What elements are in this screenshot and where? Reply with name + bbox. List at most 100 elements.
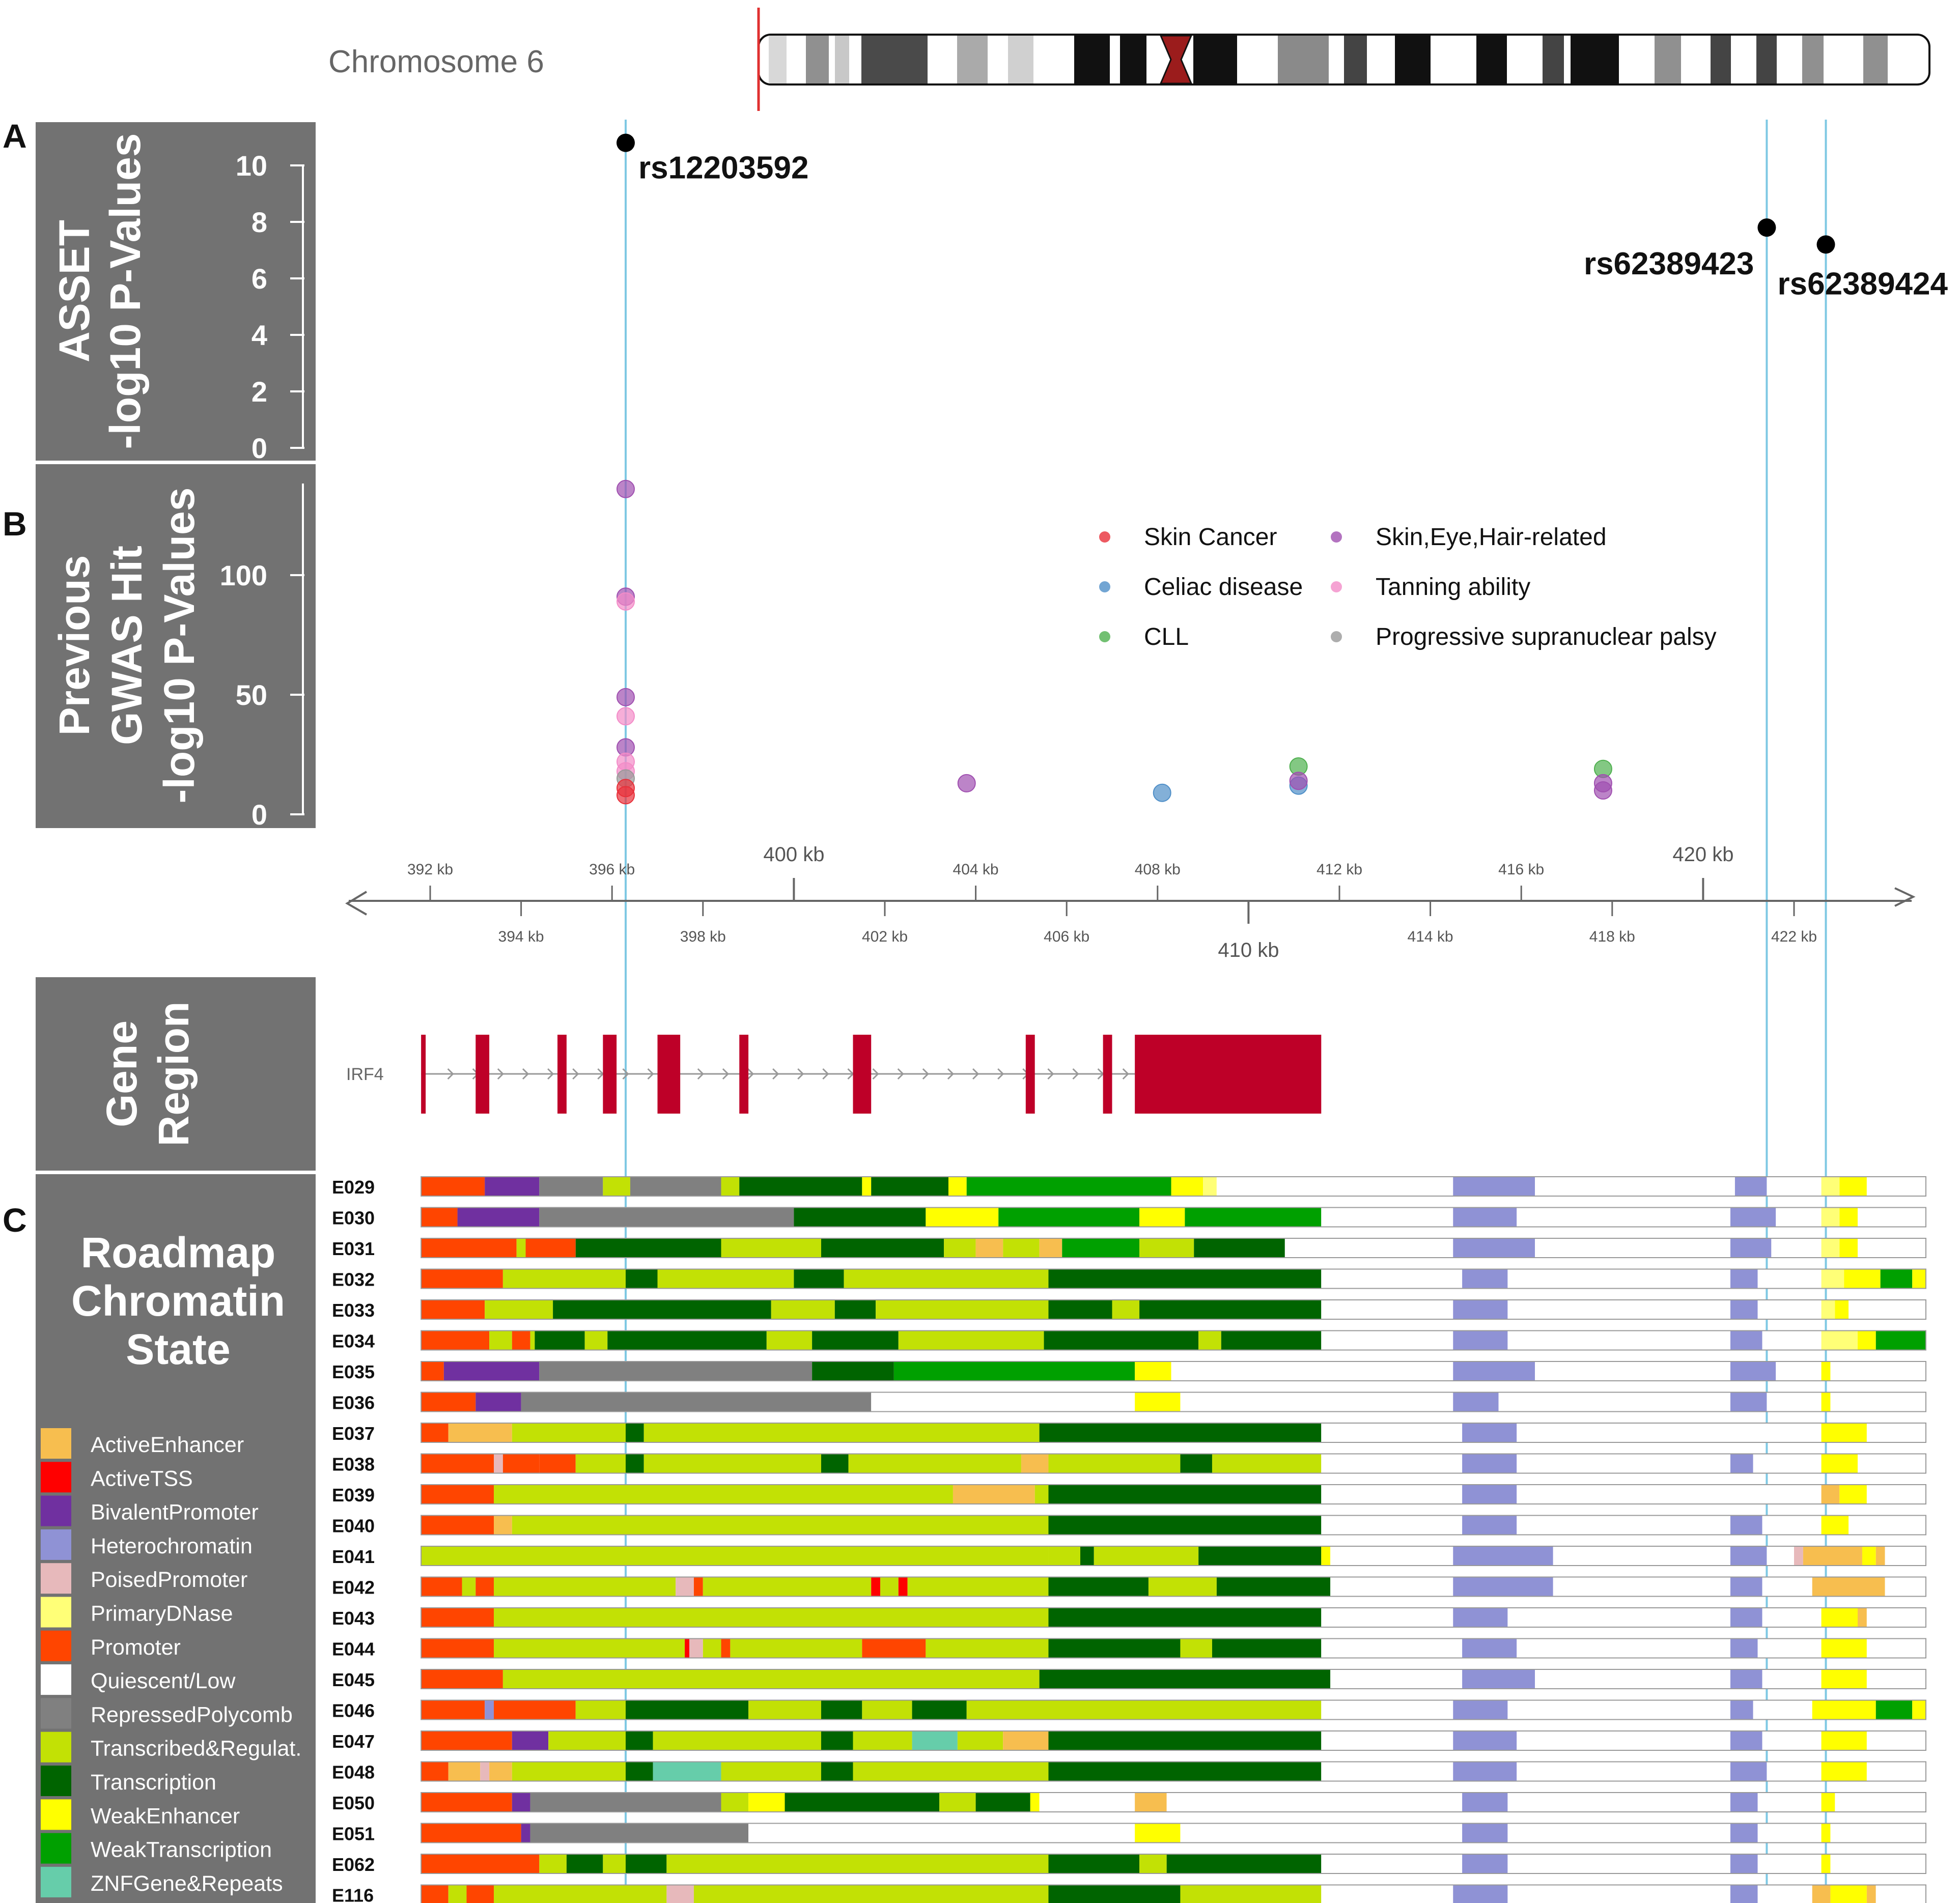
chromatin-segment [421, 1454, 494, 1473]
chromatin-segment [421, 1361, 444, 1381]
chromatin-segment [912, 1700, 967, 1720]
asset-point [1816, 235, 1835, 254]
chromatin-segment [1517, 1485, 1822, 1504]
exon [853, 1035, 872, 1114]
row-label: E030 [332, 1208, 375, 1229]
chromatin-segment [1875, 1330, 1926, 1350]
chromatin-segment [703, 1577, 872, 1597]
chromatin-segment [625, 1269, 658, 1289]
chromatin-segment [539, 1854, 567, 1873]
asset-point [616, 133, 635, 152]
axis-tick-label: 418 kb [1589, 928, 1635, 945]
chromatin-segment [1757, 1300, 1822, 1319]
row-label: E042 [332, 1577, 375, 1598]
chromatin-segment [512, 1423, 626, 1442]
row-outline [421, 1699, 1926, 1720]
chromatin-segment [1912, 1269, 1926, 1289]
chromatin-segment [1462, 1823, 1508, 1843]
panel-b-legend: Skin Cancer Skin,Eye,Hair-related Celiac d… [1099, 524, 1717, 650]
chromatin-segment [794, 1269, 844, 1289]
row-label: E034 [332, 1331, 375, 1352]
chromatin-segment [1048, 1731, 1322, 1750]
chromatin-segment [1507, 1608, 1730, 1627]
chromatin-segment [898, 1577, 908, 1597]
axis-tick-label: 414 kb [1408, 928, 1453, 945]
exon [557, 1035, 567, 1114]
chromatin-segment [666, 1885, 694, 1903]
chromatin-segment [1135, 1793, 1167, 1812]
chromatin-segment [502, 1454, 540, 1473]
ideogram-centromere [1159, 35, 1193, 84]
chromatin-segment [975, 1793, 1030, 1812]
ideogram-band [1074, 36, 1110, 83]
legend-label: Tanning ability [1376, 574, 1530, 601]
chromatin-title-2: Chromatin [71, 1277, 285, 1325]
chromatin-segment [1453, 1885, 1508, 1903]
chromatin-segment [1003, 1238, 1040, 1258]
chromatin-segment [844, 1269, 1049, 1289]
chromatin-segment [1866, 1885, 1876, 1903]
panel-b-label-bg [36, 464, 316, 828]
chromatin-segment [1216, 1177, 1453, 1196]
gwas-point [616, 592, 635, 611]
chromatin-segment [421, 1207, 458, 1227]
chromatin-segment [1821, 1423, 1867, 1442]
strand-arrow [872, 1068, 879, 1080]
chromatin-segment [421, 1608, 494, 1627]
snp-label: rs62389423 [1584, 246, 1754, 281]
strand-arrow [497, 1068, 505, 1080]
gwas-point [616, 786, 635, 805]
state-label: ActiveEnhancer [91, 1433, 244, 1457]
chromatin-segment [1830, 1885, 1867, 1903]
strand-arrow [997, 1068, 1004, 1080]
chromatin-segment [812, 1361, 894, 1381]
a-axis-tick-label: 10 [236, 150, 267, 182]
chromatin-segment [421, 1823, 521, 1843]
chromatin-segment [880, 1577, 899, 1597]
chromatin-segment [1507, 1700, 1730, 1720]
gene-name: IRF4 [346, 1065, 384, 1084]
chromatin-segment [1139, 1300, 1322, 1319]
chromatin-segment [1776, 1207, 1822, 1227]
chromatin-segment [539, 1207, 794, 1227]
chromatin-segment [821, 1731, 853, 1750]
chromatin-segment [1767, 1546, 1794, 1566]
row-outline [421, 1792, 1926, 1812]
chromatin-segment [1734, 1177, 1767, 1196]
chromatin-segment [1821, 1638, 1867, 1658]
state-label: BivalentPromoter [91, 1500, 259, 1525]
row-outline [421, 1453, 1926, 1474]
chromatin-segment [876, 1300, 1049, 1319]
chromatin-segment [1453, 1361, 1535, 1381]
state-label: PoisedPromoter [91, 1568, 247, 1592]
chromatin-segment [475, 1392, 521, 1412]
ideogram-band [1711, 36, 1731, 83]
strand-arrow [897, 1068, 904, 1080]
chromatin-segment [893, 1361, 1135, 1381]
chromatin-segment [1821, 1361, 1831, 1381]
chromosome-label: Chromosome 6 [328, 44, 544, 79]
chromatin-segment [1462, 1669, 1535, 1689]
chromatin-segment [1453, 1177, 1535, 1196]
chromatin-segment [1730, 1300, 1758, 1319]
chromatin-segment [539, 1454, 576, 1473]
strand-arrow [447, 1068, 454, 1080]
b-axis-tick-label: 0 [251, 799, 267, 831]
chromatin-segment [1821, 1392, 1831, 1412]
gwas-point [616, 479, 635, 498]
row-outline [421, 1854, 1926, 1874]
chromatin-segment [1730, 1330, 1762, 1350]
chromatin-segment [1517, 1423, 1822, 1442]
legend-marker [1331, 531, 1342, 543]
chromatin-segment [871, 1577, 881, 1597]
chromatin-segment [1753, 1700, 1812, 1720]
chromatin-segment [462, 1577, 476, 1597]
chromatin-segment [421, 1177, 485, 1196]
gwas-point [1153, 783, 1171, 802]
chromatin-segment [1321, 1885, 1453, 1903]
chromatin-segment [421, 1269, 503, 1289]
state-label: ActiveTSS [91, 1466, 193, 1491]
chromatin-segment [1321, 1731, 1453, 1750]
chromatin-segment [1730, 1361, 1776, 1381]
chromatin-segment [1517, 1731, 1730, 1750]
